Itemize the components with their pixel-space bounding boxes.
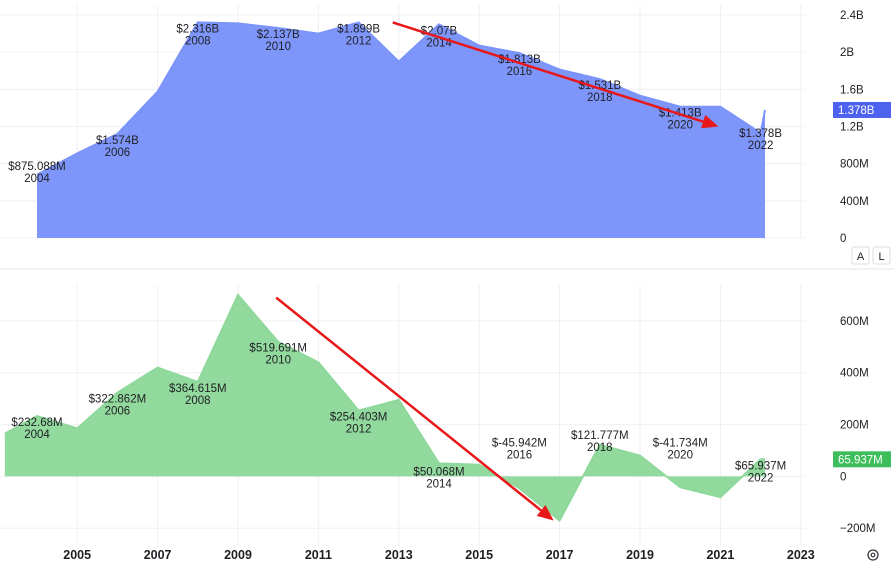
data-label-year: 2016 (507, 66, 533, 78)
y-tick-label: 1.6B (840, 84, 864, 96)
y-tick-label: 400M (840, 368, 869, 380)
data-label-value: $1.378B (739, 128, 782, 140)
data-label-year: 2020 (667, 449, 693, 461)
data-label-value: $1.574B (96, 135, 139, 147)
scale-button-label: A (857, 251, 865, 263)
data-label-year: 2012 (346, 35, 372, 47)
x-tick-label: 2007 (144, 548, 172, 562)
data-label-value: $322.862M (89, 394, 147, 406)
net-income-panel: −200M0200M400M600M$232.68M2004$322.862M2… (0, 285, 891, 546)
y-tick-label: 0 (840, 233, 846, 245)
y-tick-label: 2.4B (840, 10, 864, 22)
data-label-year: 2004 (24, 173, 50, 185)
data-label-value: $254.403M (330, 411, 388, 423)
scale-button-label: L (878, 251, 884, 263)
x-tick-label: 2015 (465, 548, 493, 562)
x-tick-label: 2023 (787, 548, 815, 562)
data-label-year: 2010 (265, 41, 291, 53)
data-label-value: $2.316B (176, 23, 219, 35)
data-label-year: 2004 (24, 429, 50, 441)
y-tick-label: 400M (840, 196, 869, 208)
y-tick-label: 1.2B (840, 122, 864, 134)
data-label-year: 2006 (105, 147, 131, 159)
scale-button-l[interactable] (872, 246, 891, 265)
y-tick-label: 800M (840, 159, 869, 171)
data-label-value: $1.813B (498, 54, 541, 66)
x-tick-label: 2013 (385, 548, 413, 562)
last-value-label: 1.378B (838, 105, 875, 117)
data-label-year: 2010 (265, 355, 291, 367)
trend-arrow-head (701, 114, 719, 129)
data-label-value: $875.088M (8, 161, 66, 173)
data-label-value: $50.068M (413, 466, 464, 478)
settings-gear-icon[interactable] (867, 549, 879, 561)
series-area (37, 22, 765, 238)
data-label-year: 2006 (105, 406, 131, 418)
data-label-year: 2020 (667, 120, 693, 132)
data-label-value: $121.777M (571, 430, 629, 442)
x-axis: 2005 2007 2009 2011 2013 2015 2017 2019 2021 2023 (63, 548, 814, 562)
x-tick-label: 2017 (546, 548, 574, 562)
data-label-year: 2018 (587, 92, 613, 104)
data-label-year: 2012 (346, 423, 372, 435)
trend-arrow-line (392, 21, 704, 123)
trend-arrow-head (536, 504, 554, 521)
last-value-label: 65.937M (838, 454, 883, 466)
data-label-value: $2.137B (257, 29, 300, 41)
data-label-value: $-41.734M (653, 437, 708, 449)
data-label-value: $364.615M (169, 383, 227, 395)
data-label-year: 2008 (185, 395, 211, 407)
x-tick-label: 2019 (626, 548, 654, 562)
trend-arrow-line (275, 296, 542, 512)
data-label-year: 2022 (748, 140, 774, 152)
y-tick-label: 2B (840, 47, 854, 59)
scale-button-a[interactable] (851, 246, 870, 265)
x-tick-label: 2009 (224, 548, 252, 562)
data-label-value: $-45.942M (492, 437, 547, 449)
data-label-value: $519.691M (249, 343, 307, 355)
y-tick-label: 600M (840, 316, 869, 328)
data-label-value: $1.899B (337, 23, 380, 35)
x-tick-label: 2005 (63, 548, 91, 562)
y-tick-label: −200M (840, 523, 875, 535)
data-label-value: $1.531B (578, 80, 621, 92)
y-tick-label: 200M (840, 420, 869, 432)
x-tick-label: 2011 (305, 548, 332, 562)
data-label-value: $232.68M (11, 417, 62, 429)
data-label-year: 2016 (507, 449, 533, 461)
data-label-year: 2008 (185, 35, 211, 47)
x-tick-label: 2021 (706, 548, 734, 562)
y-tick-label: 0 (840, 471, 846, 483)
data-label-value: $65.937M (735, 460, 786, 472)
data-label-year: 2022 (748, 472, 774, 484)
series-line (36, 21, 766, 176)
series-area (4, 295, 765, 521)
last-value-badge (833, 451, 891, 468)
data-label-year: 2018 (587, 442, 613, 454)
last-value-badge (833, 101, 891, 118)
data-label-year: 2014 (426, 478, 452, 490)
data-label-value: $2.07B (421, 25, 458, 37)
